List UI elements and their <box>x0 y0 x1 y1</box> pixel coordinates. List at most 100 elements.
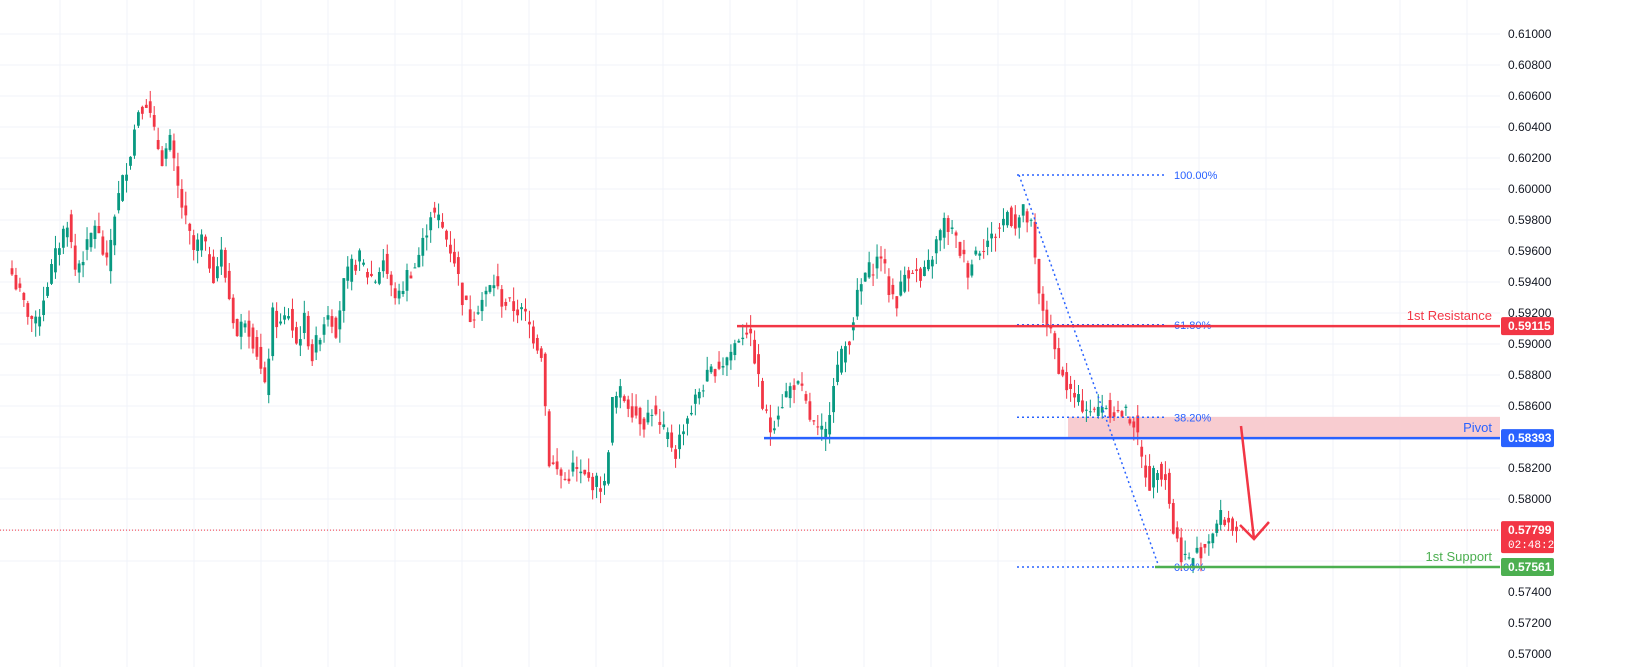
candle <box>255 330 259 360</box>
candle <box>1057 337 1061 375</box>
candle <box>934 235 938 265</box>
price-axis[interactable]: 0.61000 0.60800 0.60600 0.60400 0.60200 0.600… <box>1508 27 1552 661</box>
candle <box>1167 468 1171 509</box>
candle <box>306 311 310 350</box>
candle <box>567 469 571 484</box>
candle <box>603 473 606 495</box>
price-tick-label: 0.58000 <box>1508 492 1552 506</box>
candle <box>1223 517 1227 527</box>
candle <box>784 382 788 398</box>
candle <box>907 266 911 292</box>
candle <box>176 152 180 199</box>
candle <box>93 220 97 249</box>
candle <box>836 351 839 386</box>
candle <box>780 394 784 409</box>
candle <box>899 270 903 297</box>
candle <box>421 228 425 267</box>
candle <box>923 260 926 277</box>
candle <box>302 300 306 340</box>
candle <box>156 127 160 151</box>
candle <box>235 318 239 337</box>
candle <box>1073 379 1076 408</box>
candle <box>89 232 93 252</box>
price-tick-label: 0.60800 <box>1508 58 1552 72</box>
candle <box>251 323 255 354</box>
candle <box>42 286 45 322</box>
candle <box>678 424 681 459</box>
candle <box>765 404 768 414</box>
candle <box>456 251 460 286</box>
candle <box>239 313 243 350</box>
candle <box>1017 214 1021 239</box>
candle <box>741 324 745 346</box>
candle <box>721 357 725 376</box>
candle <box>445 229 448 247</box>
candle <box>200 229 203 257</box>
candle <box>1152 465 1155 499</box>
candle <box>946 215 950 246</box>
candle <box>65 221 69 247</box>
candle <box>409 271 413 279</box>
candle <box>468 295 472 323</box>
candle <box>974 246 978 256</box>
level-name-label: 1st Support <box>1426 549 1493 564</box>
candle <box>362 259 365 267</box>
candle <box>820 413 824 441</box>
candle <box>611 396 614 446</box>
candle <box>1061 366 1065 378</box>
price-tick-label: 0.58600 <box>1508 399 1552 413</box>
candle <box>543 352 547 416</box>
candle <box>504 298 508 311</box>
candle <box>524 298 527 322</box>
candle <box>354 259 358 275</box>
candle <box>954 230 958 249</box>
candle <box>927 249 930 272</box>
candle <box>622 394 626 403</box>
candle <box>492 274 496 297</box>
candle <box>686 415 689 436</box>
candle <box>729 344 733 370</box>
candle <box>824 421 828 452</box>
price-tag-label: 0.57561 <box>1508 560 1552 574</box>
candle <box>259 333 263 375</box>
candle <box>1203 543 1207 554</box>
candle <box>674 445 677 468</box>
levels[interactable]: 1st Resistance Pivot 1st Support <box>0 308 1500 569</box>
candle <box>342 278 346 323</box>
candle <box>1006 210 1009 228</box>
candle <box>595 472 598 499</box>
candle <box>389 271 393 297</box>
candle <box>322 317 326 343</box>
candle <box>318 337 322 352</box>
candle <box>1037 258 1041 305</box>
current-price-label: 0.57799 <box>1508 523 1552 537</box>
candle <box>575 456 579 482</box>
candle <box>1053 330 1057 360</box>
candle <box>263 361 267 384</box>
candle <box>227 262 231 301</box>
candle <box>22 291 26 307</box>
candle <box>1108 392 1112 423</box>
candle <box>1077 384 1080 406</box>
candle <box>18 277 22 292</box>
candle <box>761 377 764 411</box>
candle <box>753 330 756 365</box>
candle <box>1175 521 1179 543</box>
candle <box>105 240 109 266</box>
candle <box>370 260 373 278</box>
candle <box>749 315 753 347</box>
candle <box>1171 498 1175 535</box>
candle <box>279 313 282 326</box>
candle <box>804 390 808 404</box>
candle <box>705 356 709 382</box>
candle <box>1160 461 1163 487</box>
fibonacci-retracement[interactable]: 100.00%61.80%38.20%0.00% <box>1017 170 1218 574</box>
candle <box>1183 540 1187 561</box>
fib-level-label: 38.20% <box>1174 412 1212 424</box>
candle <box>46 282 49 299</box>
candle <box>840 345 843 375</box>
candle <box>401 281 405 297</box>
candle <box>1088 399 1092 417</box>
candle <box>77 260 81 283</box>
